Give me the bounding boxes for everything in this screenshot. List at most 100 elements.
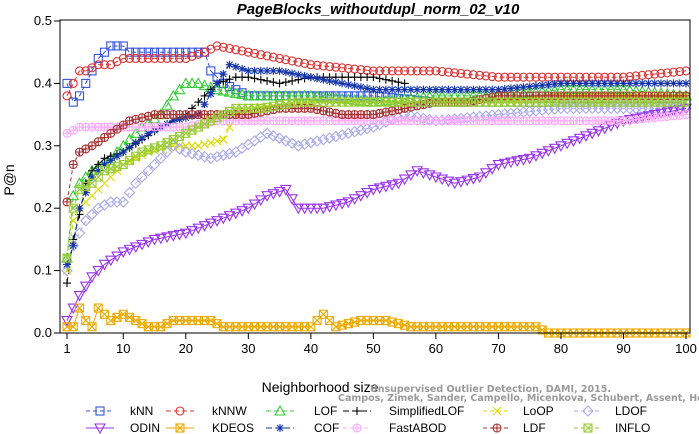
point-knnw <box>74 66 85 76</box>
point-odin <box>580 131 592 142</box>
point-loop <box>218 135 228 144</box>
point-ldof <box>211 150 223 163</box>
point-cof <box>281 68 290 77</box>
point-ldf <box>118 120 128 130</box>
point-cof <box>113 152 122 161</box>
point-knn <box>131 47 141 57</box>
x-tick-label: 70 <box>491 341 505 356</box>
point-lof <box>198 79 211 91</box>
point-ldf <box>68 159 78 170</box>
legend-swatch-marker <box>276 424 284 432</box>
point-knn <box>74 91 85 101</box>
point-cof <box>213 79 222 88</box>
point-cof <box>575 79 584 88</box>
point-simplifiedlof <box>263 76 272 85</box>
point-odin <box>367 184 380 196</box>
point-loop <box>181 141 191 151</box>
series-line-ldof <box>66 107 686 271</box>
point-odin <box>661 107 674 119</box>
point-kdeos <box>68 322 78 332</box>
x-tick-label: 30 <box>241 341 255 356</box>
point-cof <box>225 60 234 69</box>
legend-swatch-marker <box>583 423 593 433</box>
point-knn <box>187 47 197 57</box>
point-cof <box>275 66 284 75</box>
point-odin <box>467 174 480 185</box>
point-odin <box>242 203 255 215</box>
point-lof <box>267 89 280 101</box>
point-ldof <box>342 127 355 140</box>
point-knnw <box>400 66 410 76</box>
point-odin <box>342 197 355 209</box>
point-knnw <box>193 49 203 59</box>
point-odin <box>73 291 86 302</box>
point-inflo <box>68 203 78 213</box>
point-ldof <box>367 121 380 133</box>
point-cof <box>119 148 128 157</box>
point-knnw <box>68 78 78 88</box>
point-simplifiedlof <box>256 75 265 84</box>
point-cof <box>69 241 78 250</box>
point-cof <box>300 71 309 80</box>
point-odin <box>267 189 280 200</box>
point-inflo <box>81 181 91 191</box>
point-odin <box>248 199 261 211</box>
point-ldof <box>186 147 198 160</box>
point-knn <box>99 47 110 57</box>
point-odin <box>523 153 536 165</box>
point-cof <box>519 83 528 92</box>
legend-item-simplifiedlof: SimplifiedLOF <box>343 404 464 418</box>
point-ldof <box>548 103 561 115</box>
x-tick-label: 20 <box>179 341 193 356</box>
legend-label: LoOP <box>523 404 554 418</box>
point-knnw <box>281 55 291 65</box>
point-knn <box>112 41 122 51</box>
point-lof <box>173 83 186 95</box>
point-knnw <box>300 58 310 68</box>
point-simplifiedlof <box>388 76 397 85</box>
point-ldof <box>129 177 142 190</box>
point-knnw <box>162 53 172 63</box>
point-ldof <box>167 140 180 152</box>
point-knnw <box>287 56 297 66</box>
point-lof <box>304 89 317 101</box>
point-knnw <box>181 53 191 63</box>
x-axis-label: Neighborhood size <box>262 379 379 395</box>
point-knnw <box>149 53 160 63</box>
point-odin <box>317 203 330 215</box>
point-knnw <box>412 66 422 76</box>
point-lof <box>161 99 173 110</box>
point-knnw <box>143 53 153 63</box>
series-line-lof <box>66 82 687 259</box>
point-fastabod <box>681 110 691 120</box>
point-odin <box>354 191 367 202</box>
point-simplifiedlof <box>381 75 390 84</box>
point-odin <box>680 103 692 115</box>
point-knnw <box>306 60 316 70</box>
point-cof <box>363 84 372 93</box>
point-odin <box>448 178 461 190</box>
point-knnw <box>387 66 397 76</box>
point-simplifiedlof <box>394 78 403 87</box>
point-knnw <box>662 68 672 78</box>
chart-title: PageBlocks_withoutdupl_norm_02_v10 <box>237 1 520 18</box>
point-lof <box>317 90 330 102</box>
point-knnw <box>487 71 497 82</box>
legend-label: KDEOS <box>212 421 254 434</box>
point-odin <box>229 208 242 220</box>
point-ldof <box>67 239 80 252</box>
point-ldf <box>93 137 103 147</box>
point-simplifiedlof <box>281 78 290 87</box>
x-tick-label: 80 <box>554 341 568 356</box>
point-cof <box>306 73 315 82</box>
point-odin <box>486 164 499 175</box>
point-knnw <box>406 66 416 76</box>
point-knn <box>206 66 216 76</box>
legend-item-fastabod: FastABOD <box>343 421 447 434</box>
point-knnw <box>437 66 447 77</box>
point-simplifiedlof <box>200 91 209 100</box>
point-knnw <box>218 42 228 52</box>
point-cof <box>606 79 615 88</box>
point-cof <box>288 69 297 78</box>
point-ldof <box>361 122 373 135</box>
